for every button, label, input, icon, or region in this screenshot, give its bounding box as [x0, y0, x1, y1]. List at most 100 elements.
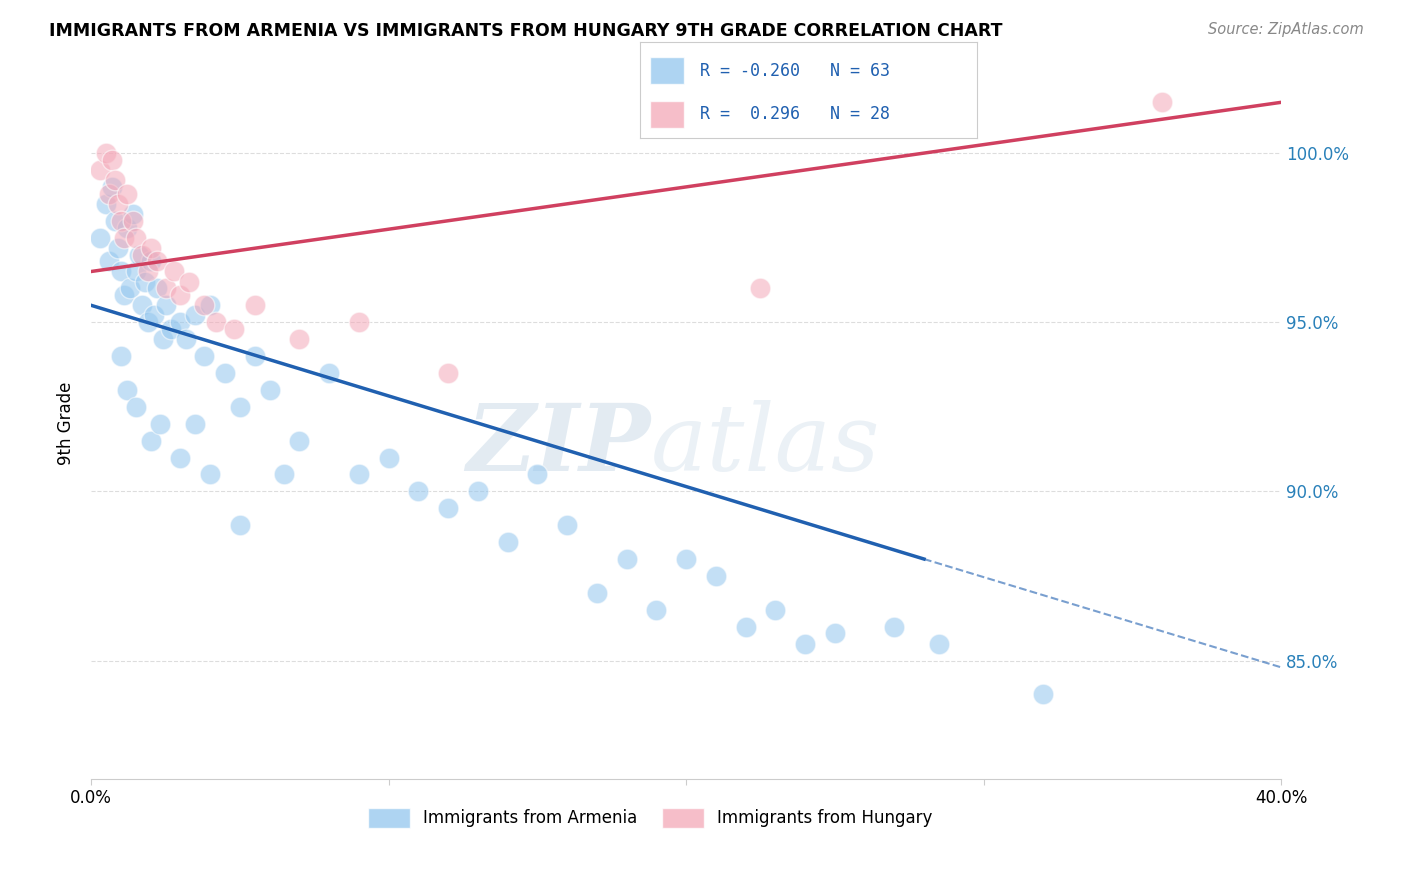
Point — [142, 309, 165, 323]
Point — [134, 275, 156, 289]
Point — [145, 281, 167, 295]
Point — [107, 241, 129, 255]
Point — [115, 383, 138, 397]
Point — [125, 230, 148, 244]
Point — [1150, 95, 1173, 110]
Point — [193, 298, 215, 312]
Point — [176, 332, 198, 346]
Point — [139, 241, 162, 255]
Point — [377, 450, 399, 465]
Point — [273, 467, 295, 482]
Point — [198, 467, 221, 482]
Point — [184, 309, 207, 323]
Point — [229, 400, 252, 414]
Point — [883, 620, 905, 634]
Point — [675, 552, 697, 566]
Legend: Immigrants from Armenia, Immigrants from Hungary: Immigrants from Armenia, Immigrants from… — [361, 801, 939, 835]
Point — [155, 281, 177, 295]
Point — [94, 197, 117, 211]
Point — [437, 501, 460, 516]
Bar — [650, 57, 683, 85]
Point — [243, 298, 266, 312]
Point — [110, 213, 132, 227]
Point — [121, 213, 143, 227]
Point — [131, 247, 153, 261]
Point — [89, 163, 111, 178]
Point — [160, 322, 183, 336]
Point — [155, 298, 177, 312]
Point — [104, 213, 127, 227]
Text: R =  0.296   N = 28: R = 0.296 N = 28 — [700, 105, 890, 123]
Point — [928, 637, 950, 651]
Text: ZIP: ZIP — [467, 400, 651, 490]
Point — [526, 467, 548, 482]
Point — [645, 603, 668, 617]
Point — [347, 315, 370, 329]
Point — [585, 586, 607, 600]
Point — [115, 220, 138, 235]
Point — [110, 349, 132, 363]
Point — [193, 349, 215, 363]
Point — [115, 186, 138, 201]
Point — [139, 434, 162, 448]
Point — [824, 626, 846, 640]
Point — [214, 366, 236, 380]
Point — [437, 366, 460, 380]
Point — [243, 349, 266, 363]
Point — [794, 637, 817, 651]
Point — [749, 281, 772, 295]
Point — [139, 254, 162, 268]
Point — [763, 603, 786, 617]
Point — [89, 230, 111, 244]
Point — [179, 275, 201, 289]
Point — [288, 434, 311, 448]
Text: atlas: atlas — [651, 400, 880, 490]
Point — [198, 298, 221, 312]
Text: Source: ZipAtlas.com: Source: ZipAtlas.com — [1208, 22, 1364, 37]
Point — [136, 315, 159, 329]
Point — [169, 288, 191, 302]
Point — [616, 552, 638, 566]
Point — [98, 254, 121, 268]
Point — [163, 264, 186, 278]
Y-axis label: 9th Grade: 9th Grade — [58, 382, 75, 466]
Point — [229, 518, 252, 533]
Point — [98, 186, 121, 201]
Point — [121, 207, 143, 221]
Point — [101, 180, 124, 194]
Point — [704, 569, 727, 583]
Text: R = -0.260   N = 63: R = -0.260 N = 63 — [700, 62, 890, 79]
Point — [125, 400, 148, 414]
Point — [152, 332, 174, 346]
Point — [94, 146, 117, 161]
Point — [145, 254, 167, 268]
Point — [1032, 687, 1054, 701]
Point — [169, 450, 191, 465]
Point — [318, 366, 340, 380]
Point — [555, 518, 578, 533]
Point — [118, 281, 141, 295]
Point — [222, 322, 245, 336]
Point — [128, 247, 150, 261]
Point — [136, 264, 159, 278]
Text: IMMIGRANTS FROM ARMENIA VS IMMIGRANTS FROM HUNGARY 9TH GRADE CORRELATION CHART: IMMIGRANTS FROM ARMENIA VS IMMIGRANTS FR… — [49, 22, 1002, 40]
Point — [112, 288, 135, 302]
Point — [467, 484, 489, 499]
Point — [169, 315, 191, 329]
Point — [107, 197, 129, 211]
Point — [496, 535, 519, 549]
Point — [131, 298, 153, 312]
Point — [205, 315, 228, 329]
Point — [259, 383, 281, 397]
Bar — [650, 101, 683, 128]
Point — [184, 417, 207, 431]
Point — [347, 467, 370, 482]
Point — [112, 230, 135, 244]
Point — [734, 620, 756, 634]
Point — [288, 332, 311, 346]
Point — [104, 173, 127, 187]
Point — [110, 264, 132, 278]
Point — [125, 264, 148, 278]
Point — [408, 484, 430, 499]
Point — [101, 153, 124, 167]
